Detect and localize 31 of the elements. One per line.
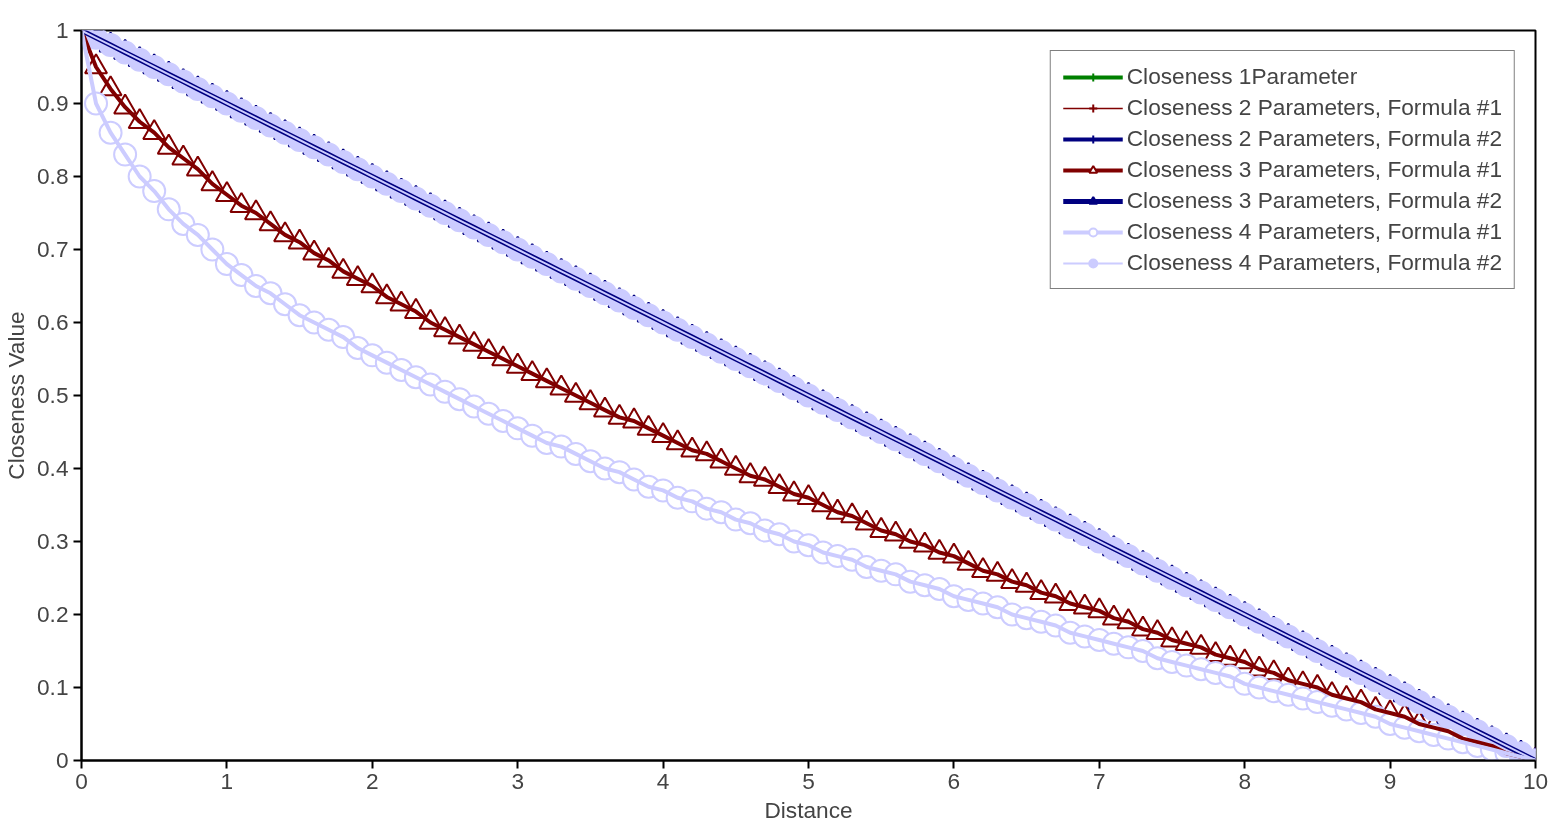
legend-label: Closeness 2 Parameters, Formula #1	[1126, 94, 1502, 121]
y-tick-label: 0.4	[37, 455, 69, 481]
x-tick-label: 1	[220, 767, 234, 794]
y-tick-label: 0.5	[37, 382, 69, 408]
x-tick-label: 9	[1383, 767, 1397, 794]
x-tick-label: 2	[366, 767, 379, 794]
x-tick-label: 4	[656, 767, 670, 794]
y-tick-label: 0.1	[37, 674, 69, 700]
legend-label: Closeness 1Parameter	[1126, 63, 1358, 90]
y-axis-title: Closeness Value	[3, 311, 29, 480]
x-tick-label: 6	[947, 767, 961, 794]
x-tick-label: 5	[802, 767, 815, 794]
legend-label: Closeness 4 Parameters, Formula #2	[1126, 249, 1502, 276]
y-tick-label: 0.9	[37, 90, 69, 116]
y-tick-label: 0.7	[37, 236, 69, 262]
x-tick-label: 8	[1238, 767, 1252, 794]
y-tick-label: 0.3	[37, 528, 69, 554]
legend-label: Closeness 3 Parameters, Formula #1	[1126, 156, 1502, 183]
x-tick-label: 10	[1522, 767, 1549, 794]
y-tick-label: 1	[55, 17, 69, 43]
x-tick-label: 7	[1093, 767, 1106, 794]
y-tick-label: 0.6	[37, 309, 69, 335]
legend-label: Closeness 4 Parameters, Formula #1	[1126, 218, 1502, 245]
legend-label: Closeness 3 Parameters, Formula #2	[1126, 187, 1502, 214]
y-tick-label: 0.8	[37, 163, 69, 189]
y-tick-label: 0	[55, 747, 69, 773]
x-tick-label: 0	[75, 767, 88, 794]
x-axis-title: Distance	[764, 796, 853, 823]
x-tick-label: 3	[511, 767, 525, 794]
legend-label: Closeness 2 Parameters, Formula #2	[1126, 125, 1502, 152]
y-tick-label: 0.2	[37, 601, 69, 627]
